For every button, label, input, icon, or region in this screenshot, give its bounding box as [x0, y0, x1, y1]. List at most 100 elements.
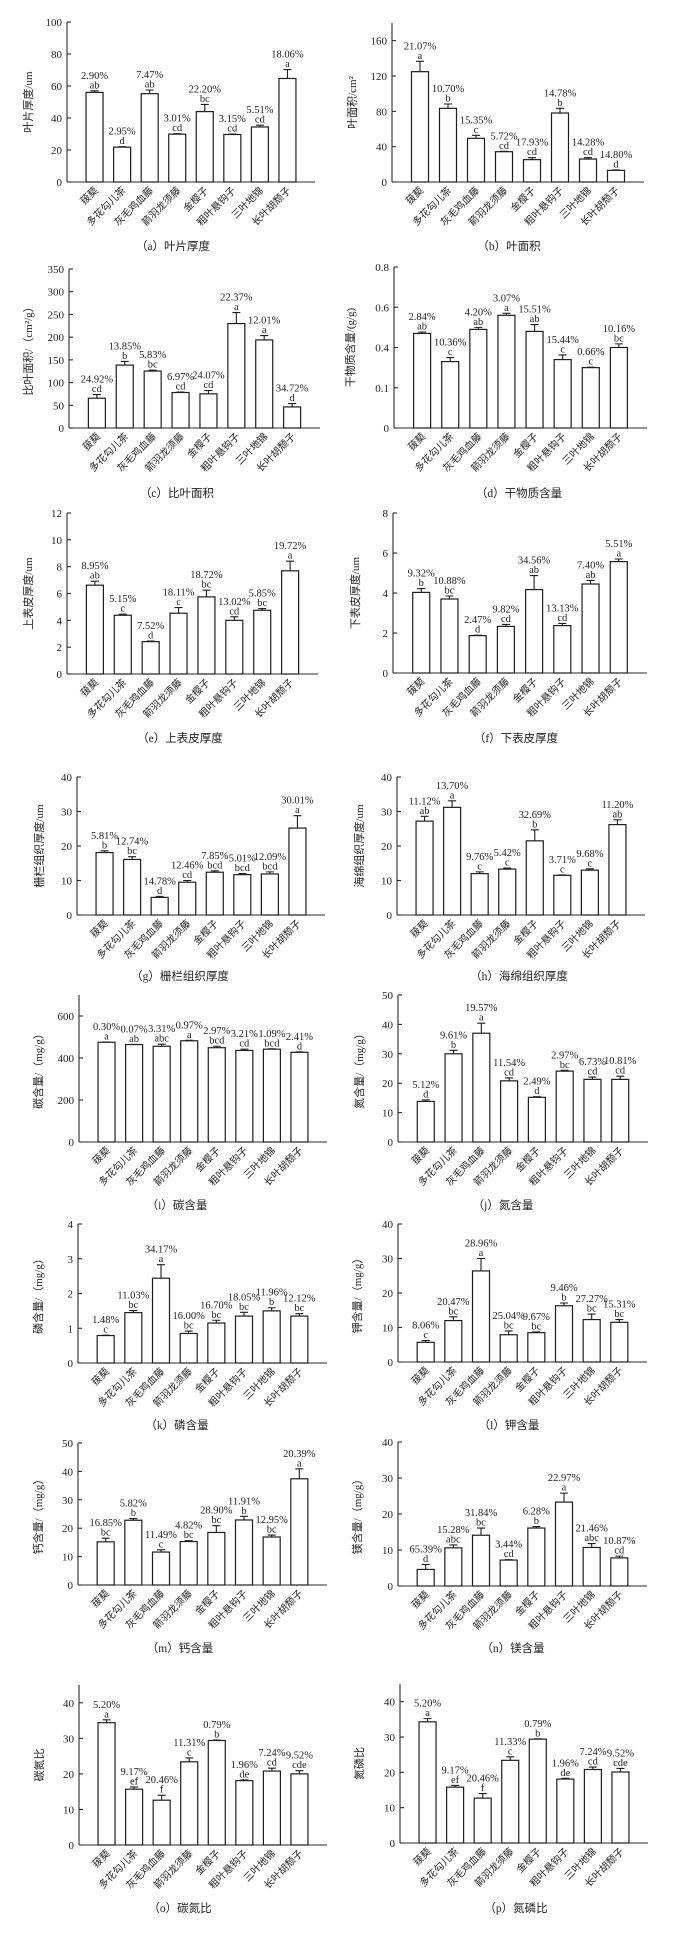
- bar: [150, 896, 169, 916]
- significance-letter: b: [557, 98, 562, 109]
- x-tick-label: 菝葜: [80, 431, 103, 454]
- significance-letter: d: [475, 625, 481, 636]
- significance-letter: abc: [584, 1533, 599, 1544]
- bar: [152, 1799, 171, 1846]
- significance-letter: bc: [184, 1321, 194, 1332]
- significance-letter: a: [187, 1030, 192, 1041]
- error-bar: [451, 1784, 460, 1788]
- error-bar: [128, 856, 137, 860]
- y-tick-label: 8: [383, 508, 389, 520]
- significance-letter: b: [532, 819, 537, 830]
- error-bar: [240, 1311, 248, 1317]
- y-axis-label: 磷含量/（mg/g）: [31, 1253, 45, 1334]
- significance-letter: a: [288, 551, 293, 562]
- cv-label: 6.97%: [167, 372, 194, 383]
- significance-letter: bc: [531, 1321, 541, 1332]
- significance-letter: b: [241, 1506, 246, 1517]
- bar: [501, 1759, 520, 1844]
- y-axis-label: 氮含量/（mg/g）: [352, 1028, 366, 1109]
- bar: [444, 1053, 463, 1143]
- cv-label: 10.16%: [603, 324, 636, 335]
- error-bar: [129, 1517, 138, 1521]
- bar: [233, 874, 252, 916]
- y-tick-label: 0: [68, 1358, 74, 1370]
- cv-label: 1.48%: [92, 1315, 119, 1326]
- cv-label: 12.12%: [283, 1294, 316, 1305]
- significance-letter: cd: [239, 1039, 250, 1050]
- cv-label: 21.46%: [575, 1524, 608, 1535]
- significance-letter: bc: [184, 1530, 194, 1541]
- cv-label: 4.20%: [465, 307, 492, 318]
- error-bar: [448, 800, 457, 808]
- bar: [415, 820, 434, 916]
- bar: [499, 1559, 518, 1587]
- y-tick-label: 200: [58, 1095, 75, 1107]
- error-bar: [129, 1309, 138, 1313]
- significance-letter: bc: [294, 1303, 304, 1314]
- bar: [151, 1551, 171, 1586]
- panel-caption: （c）比叶面积: [140, 487, 215, 500]
- cv-label: 19.72%: [274, 541, 307, 552]
- x-tick-label: 菝葜: [405, 676, 428, 699]
- cv-label: 28.90%: [200, 1506, 233, 1517]
- y-tick-label: 10: [51, 535, 63, 547]
- significance-letter: cd: [504, 1549, 515, 1560]
- cv-label: 0.30%: [93, 1022, 120, 1033]
- bar: [416, 1341, 435, 1363]
- significance-letter: ab: [420, 806, 430, 817]
- y-tick-label: 2: [383, 628, 389, 640]
- chart-panel-e: 024681012ab8.95%菝葜c5.15%多花勾儿茶d7.52%灰毛鸡血藤…: [21, 508, 318, 745]
- significance-letter: cd: [501, 614, 512, 625]
- x-tick-label: 菝葜: [78, 677, 101, 700]
- cv-label: 34.72%: [276, 384, 309, 395]
- cv-label: 6.73%: [579, 1057, 606, 1068]
- bar: [255, 339, 274, 429]
- significance-letter: ef: [451, 1775, 460, 1786]
- bar: [498, 868, 517, 916]
- y-tick-label: 0.4: [375, 343, 389, 355]
- y-axis-label: 下表皮厚度/um: [348, 557, 362, 630]
- y-tick-label: 6: [57, 589, 63, 601]
- bar: [580, 869, 599, 916]
- error-bar: [530, 324, 539, 332]
- significance-letter: cd: [557, 613, 568, 624]
- cv-label: 32.69%: [519, 810, 552, 821]
- bar: [199, 393, 218, 429]
- significance-letter: c: [159, 1539, 164, 1550]
- error-bar: [265, 871, 274, 874]
- y-tick-label: 10: [61, 876, 73, 888]
- cv-label: 34.17%: [145, 1245, 178, 1256]
- significance-letter: cd: [229, 606, 240, 617]
- cv-label: 12.95%: [255, 1515, 288, 1526]
- y-tick-label: 0.6: [375, 302, 389, 314]
- y-tick-label: 40: [63, 1698, 75, 1710]
- y-tick-label: 40: [51, 113, 63, 125]
- y-tick-label: 20: [63, 1769, 75, 1781]
- x-tick-label: 菝葜: [409, 1589, 432, 1612]
- chart-panel-b: 04080120160a21.07%菝葜b10.70%多花勾儿茶c15.35%灰…: [346, 23, 644, 253]
- chart-panel-a: 020406080100ab2.90%菝葜d2.95%多花勾儿茶ab7.47%灰…: [21, 17, 315, 253]
- cv-label: 20.46%: [466, 1774, 499, 1785]
- cv-label: 5.01%: [229, 854, 256, 865]
- cv-label: 15.28%: [437, 1525, 470, 1536]
- bar: [609, 346, 628, 429]
- error-bar: [416, 60, 424, 72]
- cv-label: 9.32%: [408, 569, 435, 580]
- bar: [253, 609, 272, 675]
- significance-letter: cd: [255, 115, 266, 126]
- bar: [96, 1541, 115, 1586]
- cv-label: 15.35%: [460, 115, 493, 126]
- y-tick-label: 4: [68, 1219, 74, 1231]
- y-tick-label: 20: [382, 1078, 394, 1090]
- significance-letter: bcd: [262, 861, 278, 872]
- y-tick-label: 100: [48, 378, 65, 390]
- y-tick-label: 0: [388, 1581, 394, 1593]
- y-tick-label: 20: [384, 1767, 396, 1779]
- error-bar: [240, 1515, 248, 1520]
- significance-letter: bc: [560, 1060, 570, 1071]
- bar: [525, 330, 544, 429]
- x-tick-label: 菝葜: [409, 1145, 432, 1168]
- error-bar: [558, 354, 567, 360]
- error-bar: [615, 1555, 624, 1558]
- cv-label: 20.47%: [437, 1297, 470, 1308]
